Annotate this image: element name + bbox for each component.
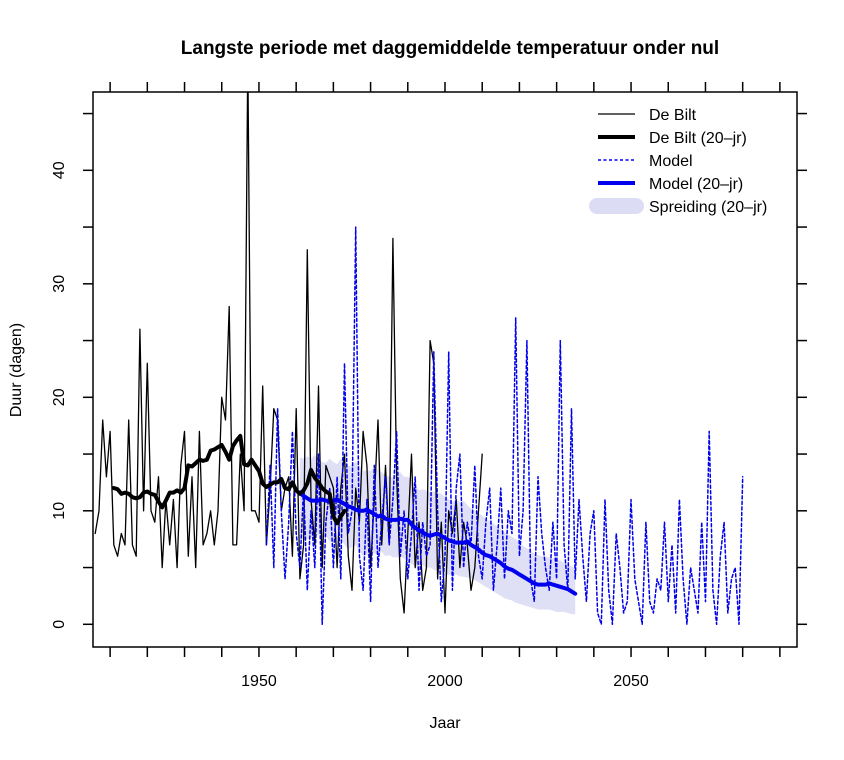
x-tick-label: 1950 [241, 673, 277, 690]
legend-swatch-band [589, 198, 644, 214]
series-model-20jr [297, 490, 578, 596]
legend-label: Model (20–jr) [649, 176, 743, 193]
series-model [265, 226, 744, 626]
y-tick-label: 20 [51, 388, 68, 406]
y-tick-label: 40 [51, 161, 68, 179]
legend-label: De Bilt [649, 107, 697, 124]
x-tick-label: 2000 [427, 673, 463, 690]
y-tick-label: 10 [51, 502, 68, 520]
legend-label: De Bilt (20–jr) [649, 130, 747, 147]
legend-label: Model [649, 153, 693, 170]
axes: 1950 2000 2050 0 10 20 30 40 [51, 82, 807, 690]
plot-area [94, 92, 744, 626]
x-axis-label: Jaar [429, 715, 461, 732]
y-axis-label: Duur (dagen) [8, 323, 25, 417]
chart-title: Langste periode met daggemiddelde temper… [181, 38, 719, 59]
legend-label: Spreiding (20–jr) [649, 199, 767, 216]
plot-content [94, 92, 744, 626]
x-tick-label: 2050 [613, 673, 649, 690]
legend: De Bilt De Bilt (20–jr) Model Model (20–jr)… [589, 107, 767, 216]
y-tick-label: 0 [51, 620, 68, 629]
series-de-bilt-20jr [111, 433, 347, 526]
y-tick-label: 30 [51, 275, 68, 293]
